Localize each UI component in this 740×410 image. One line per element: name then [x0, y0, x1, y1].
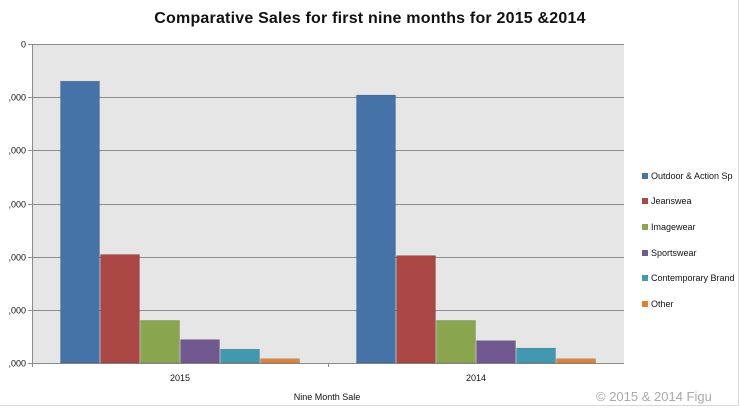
y-tick-label: ,000 — [8, 253, 26, 263]
bar — [100, 254, 140, 364]
bar — [220, 348, 260, 364]
bar — [260, 358, 300, 364]
y-tick-label: ,000 — [8, 306, 26, 316]
y-tick-label: ,000 — [8, 93, 26, 103]
legend-item: Other — [642, 291, 740, 317]
legend-label: Imagewear — [651, 221, 696, 232]
y-tick-label: ,000 — [8, 200, 26, 210]
legend-item: Outdoor & Action Sp — [642, 163, 740, 189]
legend-swatch — [642, 172, 648, 179]
chart-title: Comparative Sales for first nine months … — [154, 10, 586, 27]
bar — [436, 320, 476, 364]
bar — [140, 320, 180, 364]
legend-item: Jeanswea — [642, 189, 740, 215]
bar — [476, 340, 516, 364]
bar — [356, 94, 396, 364]
x-tick-label: 2014 — [466, 373, 486, 383]
legend-label: Other — [651, 298, 674, 309]
legend-label: Outdoor & Action Sp — [651, 170, 733, 181]
legend-label: Sportswear — [651, 247, 697, 258]
legend-swatch — [642, 223, 648, 230]
bar — [180, 339, 220, 364]
legend-swatch — [642, 275, 648, 282]
legend-label: Contemporary Brand — [651, 273, 735, 284]
bar — [396, 255, 436, 364]
legend-swatch — [642, 300, 648, 307]
bar — [516, 347, 556, 364]
legend-swatch — [642, 249, 648, 256]
legend-item: Imagewear — [642, 214, 740, 240]
y-tick-label: 0 — [21, 40, 26, 50]
bar — [60, 80, 100, 364]
x-tick-label: 2015 — [170, 373, 190, 383]
legend-item: Contemporary Brand — [642, 265, 740, 291]
legend-label: Jeanswea — [651, 196, 692, 207]
y-tick-label: ,000 — [8, 359, 26, 369]
legend: Outdoor & Action Sp Jeanswea Imagewear Spor… — [642, 163, 740, 317]
watermark: © 2015 & 2014 Figu — [596, 389, 712, 404]
legend-swatch — [642, 198, 648, 205]
legend-item: Sportswear — [642, 240, 740, 266]
bar — [556, 358, 596, 364]
y-tick-label: ,000 — [8, 146, 26, 156]
x-axis-label: Nine Month Sale — [293, 392, 361, 402]
